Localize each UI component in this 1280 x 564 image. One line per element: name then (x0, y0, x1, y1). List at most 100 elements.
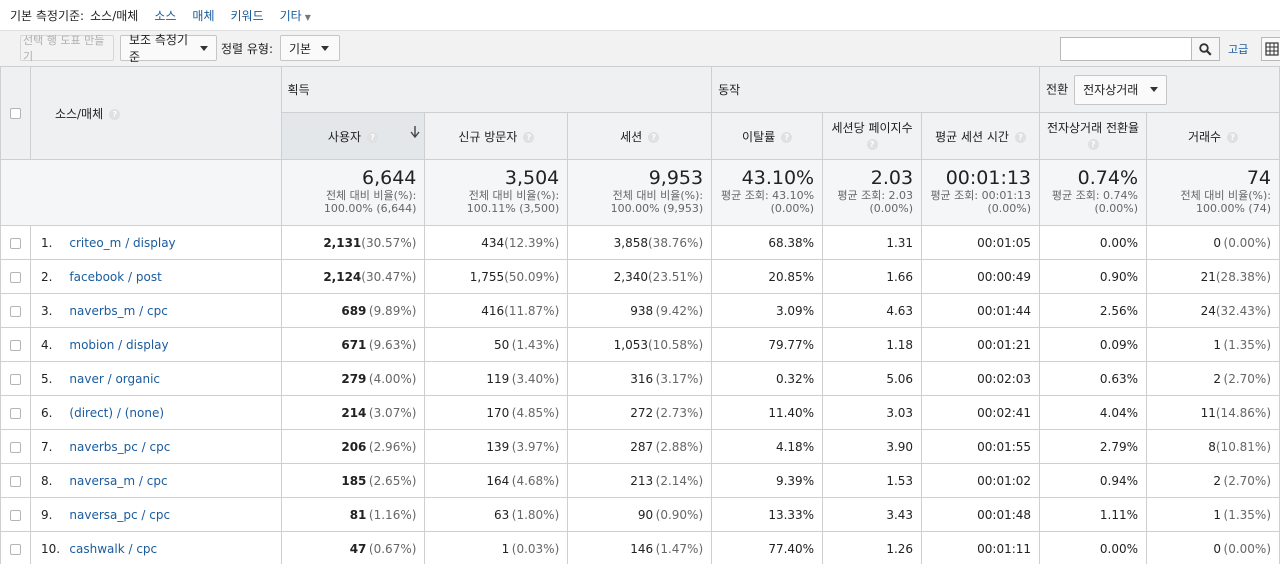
cell-new-users: 50 (1.43%) (424, 327, 569, 362)
row-checkbox[interactable] (9, 339, 21, 351)
search-button[interactable] (1191, 37, 1220, 61)
row-rank: 4. (29, 327, 70, 362)
dimension-link-other[interactable]: 기타 ▼ (280, 7, 311, 24)
row-source-medium-link[interactable]: mobion / display (69, 327, 282, 362)
sessions-value: 1,053 (613, 337, 648, 352)
row-rank: 6. (29, 395, 70, 430)
cell-bounce-rate: 77.40% (711, 531, 824, 564)
table-toolbar: 선택 행 도표 만들기 보조 측정기준 정렬 유형: 기본 고급 (0, 30, 1280, 66)
dimension-header-label: 소스/매체 (54, 106, 104, 121)
secondary-dimension-dropdown[interactable]: 보조 측정기준 (120, 33, 217, 64)
sessions-value: 287 (630, 439, 654, 454)
new-users-percent: (1.43%) (511, 337, 560, 352)
transactions-value: 0 (1213, 541, 1221, 556)
total-value: 9,953 (648, 167, 704, 189)
row-checkbox[interactable] (9, 441, 21, 453)
row-source-medium-link[interactable]: naverbs_m / cpc (69, 293, 282, 328)
row-source-medium-link[interactable]: cashwalk / cpc (69, 531, 282, 564)
row-checkbox[interactable] (9, 237, 21, 249)
row-select-cell (0, 497, 31, 532)
column-header-transactions[interactable]: 거래수? (1146, 112, 1280, 160)
row-source-medium-link[interactable]: naversa_m / cpc (69, 463, 282, 498)
chevron-down-icon: ▼ (304, 12, 311, 22)
select-all-cell (0, 66, 31, 160)
row-rank: 8. (29, 463, 70, 498)
cell-transactions: 2 (2.70%) (1146, 361, 1280, 396)
table-row: 3. naverbs_m / cpc 689 (9.89%) 416(11.87%) 93… (0, 293, 1280, 328)
help-icon: ? (1014, 131, 1026, 143)
column-header-bounce-rate-label: 이탈률 (742, 129, 776, 144)
row-checkbox[interactable] (9, 305, 21, 317)
cell-ecommerce-conversion-rate: 0.63% (1039, 361, 1147, 396)
row-source-medium-link[interactable]: (direct) / (none) (69, 395, 282, 430)
row-source-medium-link[interactable]: naver / organic (69, 361, 282, 396)
row-select-cell (0, 259, 31, 294)
column-header-pages-per-session[interactable]: 세션당 페이지수? (822, 112, 923, 160)
transactions-value: 8 (1208, 439, 1216, 454)
total-cell: 3,504 전체 대비 비율(%): 100.11% (3,500) (424, 159, 569, 226)
table-row: 9. naversa_pc / cpc 81 (1.16%) 63 (1.80%) 90 (0… (0, 497, 1280, 532)
dimension-header[interactable]: 소스/매체? (29, 66, 282, 160)
cell-ecommerce-conversion-rate: 2.56% (1039, 293, 1147, 328)
row-checkbox[interactable] (9, 475, 21, 487)
dimension-link-keyword[interactable]: 키워드 (230, 8, 264, 23)
primary-dimension-label: 기본 측정기준: (10, 8, 85, 23)
total-cell: 74 전체 대비 비율(%): 100.00% (74) (1146, 159, 1280, 226)
dimension-link-medium[interactable]: 매체 (192, 8, 215, 23)
column-header-avg-session-duration[interactable]: 평균 세션 시간? (921, 112, 1041, 160)
cell-users: 214 (3.07%) (280, 395, 426, 430)
cell-users: 206 (2.96%) (280, 429, 426, 464)
help-icon: ? (866, 139, 878, 150)
cell-transactions: 21(28.38%) (1146, 259, 1280, 294)
column-header-pages-per-session-label: 세션당 페이지수 (831, 121, 913, 135)
row-checkbox[interactable] (9, 509, 21, 521)
cell-sessions: 287 (2.88%) (567, 429, 713, 464)
cell-pages-per-session: 3.90 (822, 429, 923, 464)
row-checkbox[interactable] (9, 373, 21, 385)
row-source-medium-link[interactable]: naverbs_pc / cpc (69, 429, 282, 464)
row-rank: 2. (29, 259, 70, 294)
sort-type-dropdown[interactable]: 기본 (280, 35, 340, 61)
sessions-percent: (2.73%) (655, 405, 704, 420)
sessions-value: 938 (630, 303, 654, 318)
cell-pages-per-session: 1.31 (822, 225, 923, 260)
row-select-cell (0, 327, 31, 362)
sessions-percent: (3.17%) (655, 371, 704, 386)
sessions-percent: (1.47%) (655, 541, 704, 556)
cell-transactions: 0 (0.00%) (1146, 531, 1280, 564)
row-checkbox[interactable] (9, 407, 21, 419)
column-header-ecommerce-conversion-rate[interactable]: 전자상거래 전환율? (1039, 112, 1147, 160)
users-percent: (2.96%) (368, 439, 417, 454)
table-view-button[interactable] (1261, 37, 1280, 61)
cell-sessions: 938 (9.42%) (567, 293, 713, 328)
table-search-input[interactable] (1060, 37, 1192, 61)
new-users-value: 119 (486, 371, 510, 386)
cell-avg-session-duration: 00:01:21 (921, 327, 1041, 362)
transactions-value: 0 (1213, 235, 1221, 250)
total-sub1: 평균 조회: 2.03 (837, 189, 914, 202)
make-chart-button[interactable]: 선택 행 도표 만들기 (20, 34, 114, 63)
group-conversion-label: 전환 (1046, 82, 1069, 96)
row-source-medium-link[interactable]: criteo_m / display (69, 225, 282, 260)
row-checkbox[interactable] (9, 543, 21, 555)
new-users-percent: (11.87%) (504, 303, 560, 318)
total-value: 3,504 (504, 167, 560, 189)
new-users-value: 416 (481, 303, 505, 318)
row-checkbox[interactable] (9, 271, 21, 283)
row-source-medium-link[interactable]: naversa_pc / cpc (69, 497, 282, 532)
help-icon: ? (367, 131, 379, 143)
column-header-bounce-rate[interactable]: 이탈률? (711, 112, 824, 160)
transactions-percent: (2.70%) (1223, 371, 1271, 386)
conversion-type-dropdown[interactable]: 전자상거래 (1074, 74, 1168, 105)
column-header-sessions[interactable]: 세션? (567, 112, 713, 160)
column-header-users[interactable]: 사용자? (280, 112, 426, 160)
total-sub1: 전체 대비 비율(%): (612, 189, 704, 202)
row-rank: 9. (29, 497, 70, 532)
advanced-filter-link[interactable]: 고급 (1228, 43, 1249, 56)
column-header-users-label: 사용자 (327, 129, 362, 144)
row-source-medium-link[interactable]: facebook / post (69, 259, 282, 294)
dimension-link-source[interactable]: 소스 (154, 8, 177, 23)
sessions-value: 3,858 (613, 235, 648, 250)
select-all-checkbox[interactable] (9, 108, 21, 119)
column-header-new-users[interactable]: 신규 방문자? (424, 112, 569, 160)
